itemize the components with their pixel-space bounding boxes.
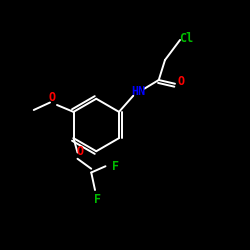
Text: O: O (76, 145, 84, 158)
Text: F: F (94, 193, 101, 206)
Text: O: O (178, 75, 185, 88)
Text: Cl: Cl (179, 32, 194, 44)
Text: HN: HN (132, 85, 146, 98)
Text: F: F (112, 160, 119, 173)
Text: O: O (49, 91, 56, 104)
